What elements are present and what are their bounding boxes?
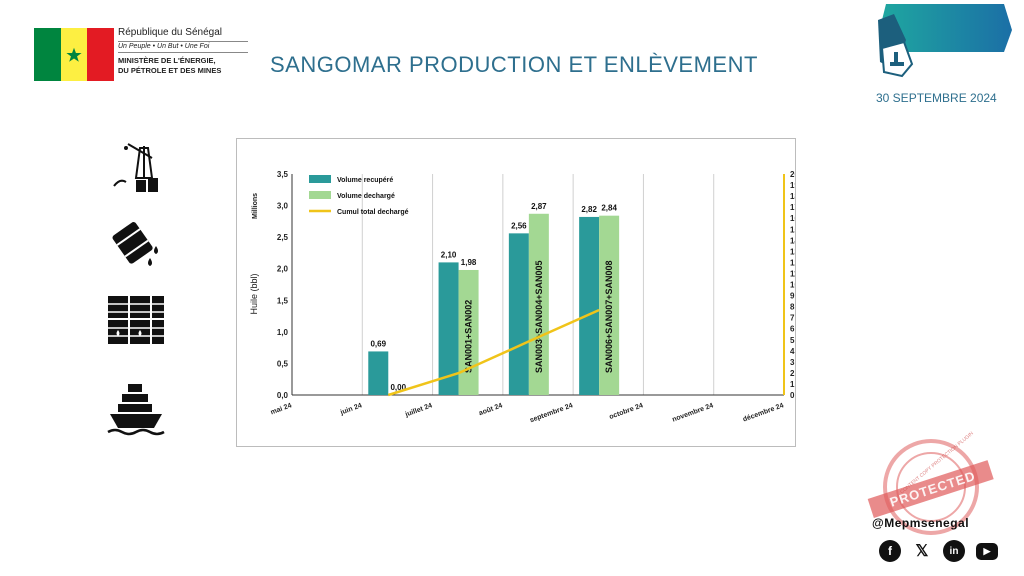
right-tick-label: 13 — [790, 247, 795, 256]
right-tick-label: 3 — [790, 358, 795, 367]
x-tick-label: juillet 24 — [404, 402, 434, 419]
bar-discharged — [599, 215, 620, 395]
x-icon[interactable]: 𝕏 — [911, 540, 933, 562]
social-handle[interactable]: @Mepmsenegal — [872, 516, 970, 530]
left-tick-label: 1,5 — [277, 296, 289, 305]
bar-recovered — [579, 216, 600, 395]
date-label: 30 SEPTEMBRE 2024 — [876, 91, 997, 105]
right-tick-label: 18 — [790, 192, 795, 201]
right-tick-label: 14 — [790, 236, 795, 245]
bar-label-recovered: 2,56 — [511, 221, 527, 230]
x-tick-label: octobre 24 — [608, 402, 644, 421]
bar-discharged — [528, 213, 549, 395]
ministry-line1: MINISTÈRE DE L'ÉNERGIE, — [118, 56, 216, 65]
page-title: SANGOMAR PRODUCTION ET ENLÈVEMENT — [270, 52, 758, 77]
bar-label-discharged: 0,00 — [390, 383, 406, 392]
protected-image-stamp-icon — [867, 439, 994, 535]
ministry-logo-text: République du Sénégal Un Peuple • Un But… — [118, 28, 248, 76]
bar-discharged — [458, 269, 479, 395]
left-tick-label: 3,0 — [277, 202, 289, 211]
right-tick-label: 6 — [790, 325, 795, 334]
x-tick-label: septembre 24 — [529, 402, 574, 424]
motto-label: Un Peuple • Un But • Une Foi — [118, 41, 248, 53]
oil-pump-icon — [113, 143, 158, 192]
x-tick-label: août 24 — [478, 402, 504, 417]
bar-recovered — [368, 351, 389, 395]
x-tick-label: décembre 24 — [742, 402, 785, 423]
bar-annotation: SAN006+SAN007+SAN008 — [604, 260, 614, 373]
left-tick-label: 2,5 — [277, 233, 289, 242]
right-tick-label: 5 — [790, 336, 795, 345]
bar-label-recovered: 2,82 — [581, 205, 597, 214]
left-tick-label: 1,0 — [277, 328, 289, 337]
right-tick-label: 20 — [790, 170, 795, 179]
youtube-icon[interactable]: ▶ — [976, 543, 998, 560]
x-tick-label: mai 24 — [270, 402, 293, 416]
left-tick-label: 3,5 — [277, 170, 289, 179]
x-tick-label: novembre 24 — [671, 402, 714, 423]
bar-annotation: SAN003+SAN004+SAN005 — [534, 260, 544, 373]
x-tick-label: juin 24 — [339, 402, 363, 417]
ministry-line2: DU PÉTROLE ET DES MINES — [118, 66, 222, 75]
legend-label-discharged: Volume dechargé — [337, 193, 395, 200]
right-tick-label: 2 — [790, 369, 795, 378]
y-axis-title: Huile (bbl) — [249, 273, 259, 314]
right-tick-label: 17 — [790, 203, 795, 212]
legend-label-cumulative: Cumul total dechargé — [337, 209, 409, 216]
bar-label-discharged: 2,84 — [601, 204, 617, 213]
right-tick-label: 19 — [790, 181, 795, 190]
right-tick-label: 10 — [790, 281, 795, 290]
legend-swatch-recovered — [309, 175, 331, 183]
legend-label-recovered: Volume recupéré — [337, 177, 393, 184]
left-tick-label: 0,0 — [277, 391, 289, 400]
right-tick-label: 15 — [790, 225, 795, 234]
right-tick-label: 8 — [790, 303, 795, 312]
left-tick-label: 2,0 — [277, 265, 289, 274]
bar-recovered — [508, 233, 529, 395]
right-tick-label: 0 — [790, 391, 795, 400]
bar-recovered — [438, 262, 459, 395]
right-tick-label: 16 — [790, 214, 795, 223]
right-tick-label: 4 — [790, 347, 795, 356]
right-tick-label: 7 — [790, 314, 795, 323]
ministry-badge-icon — [878, 4, 1012, 78]
production-chart: 0,00,51,01,52,02,53,03,50123456789101112… — [236, 138, 826, 447]
chart-canvas: 0,00,51,01,52,02,53,03,50123456789101112… — [249, 170, 826, 424]
y-axis-unit: Millions — [252, 193, 259, 219]
republic-label: République du Sénégal — [118, 27, 222, 38]
legend-swatch-discharged — [309, 191, 331, 199]
left-tick-label: 0,5 — [277, 359, 289, 368]
bar-label-discharged: 2,87 — [531, 202, 547, 211]
bar-label-recovered: 2,10 — [441, 250, 457, 259]
linkedin-icon[interactable]: in — [943, 540, 965, 562]
facebook-icon[interactable]: f — [879, 540, 901, 562]
right-tick-label: 11 — [790, 269, 795, 278]
oil-barrels-icon — [108, 296, 164, 344]
line-cumulative — [387, 308, 600, 397]
right-tick-label: 9 — [790, 292, 795, 301]
oil-barrel-spill-icon — [112, 222, 158, 266]
right-tick-label: 12 — [790, 258, 795, 267]
bar-label-recovered: 0,69 — [370, 339, 386, 348]
bar-label-discharged: 1,98 — [461, 258, 477, 267]
right-tick-label: 1 — [790, 380, 795, 389]
bar-annotation: SAN001+SAN002 — [464, 300, 474, 373]
senegal-flag-icon — [34, 28, 115, 81]
cargo-ship-icon — [107, 384, 165, 436]
